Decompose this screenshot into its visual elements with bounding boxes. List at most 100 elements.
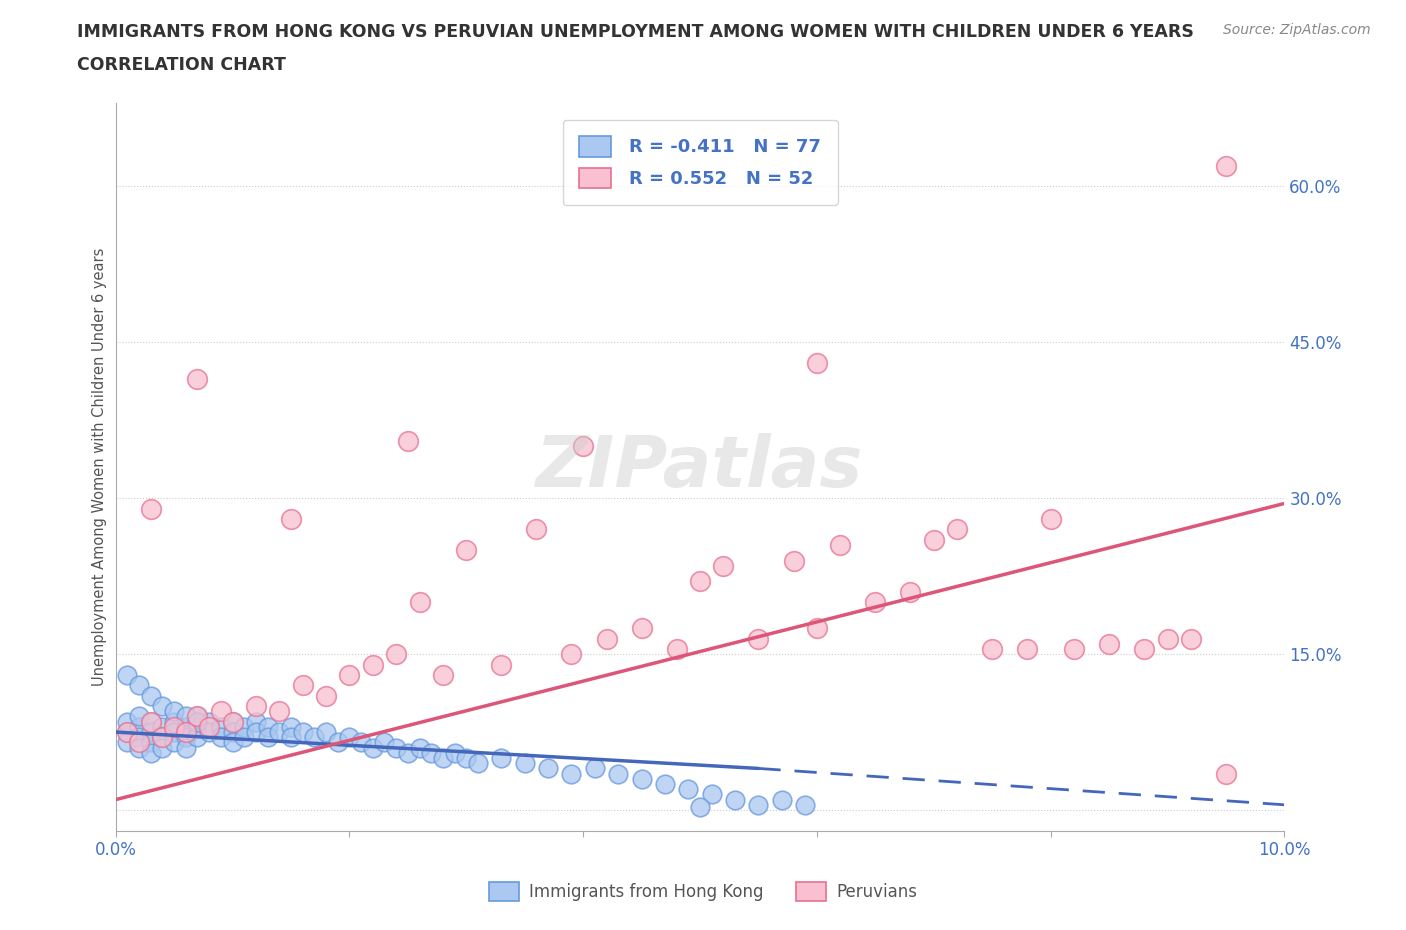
Point — [152, 720, 174, 735]
Point — [408, 740, 430, 755]
Point — [269, 704, 291, 719]
Point — [1098, 636, 1121, 651]
Point — [152, 730, 174, 745]
Point — [747, 631, 769, 646]
Point — [245, 698, 267, 713]
Point — [117, 668, 139, 683]
Point — [139, 688, 162, 703]
Point — [198, 724, 221, 739]
Point — [291, 724, 314, 739]
Point — [174, 720, 197, 735]
Point — [689, 800, 711, 815]
Point — [174, 740, 197, 755]
Point — [385, 646, 408, 661]
Point — [280, 512, 302, 526]
Point — [1063, 642, 1085, 657]
Text: CORRELATION CHART: CORRELATION CHART — [77, 56, 287, 73]
Point — [713, 558, 735, 573]
Point — [1215, 158, 1237, 173]
Point — [152, 740, 174, 755]
Point — [900, 584, 922, 599]
Point — [946, 522, 969, 537]
Point — [560, 646, 582, 661]
Point — [678, 782, 700, 797]
Point — [139, 735, 162, 750]
Point — [291, 678, 314, 693]
Point — [1039, 512, 1062, 526]
Point — [128, 735, 150, 750]
Point — [198, 720, 221, 735]
Point — [221, 724, 243, 739]
Point — [186, 371, 208, 386]
Point — [456, 751, 478, 765]
Point — [117, 724, 139, 739]
Point — [396, 433, 419, 448]
Point — [806, 355, 828, 370]
Point — [630, 771, 652, 786]
Point — [373, 735, 395, 750]
Point — [128, 720, 150, 735]
Text: Source: ZipAtlas.com: Source: ZipAtlas.com — [1223, 23, 1371, 37]
Point — [339, 668, 361, 683]
Point — [163, 720, 186, 735]
Point — [491, 751, 513, 765]
Point — [572, 439, 595, 454]
Point — [595, 631, 617, 646]
Point — [221, 714, 243, 729]
Point — [491, 658, 513, 672]
Point — [256, 720, 278, 735]
Point — [467, 756, 489, 771]
Point — [117, 735, 139, 750]
Point — [396, 746, 419, 761]
Point — [245, 714, 267, 729]
Point — [443, 746, 465, 761]
Point — [408, 594, 430, 609]
Legend: Immigrants from Hong Kong, Peruvians: Immigrants from Hong Kong, Peruvians — [482, 876, 924, 908]
Text: IMMIGRANTS FROM HONG KONG VS PERUVIAN UNEMPLOYMENT AMONG WOMEN WITH CHILDREN UND: IMMIGRANTS FROM HONG KONG VS PERUVIAN UN… — [77, 23, 1194, 41]
Point — [456, 543, 478, 558]
Point — [513, 756, 536, 771]
Point — [209, 704, 232, 719]
Point — [163, 714, 186, 729]
Point — [163, 724, 186, 739]
Point — [607, 766, 630, 781]
Point — [304, 730, 326, 745]
Point — [256, 730, 278, 745]
Point — [139, 714, 162, 729]
Point — [186, 709, 208, 724]
Point — [1215, 766, 1237, 781]
Point — [152, 730, 174, 745]
Point — [269, 724, 291, 739]
Point — [1017, 642, 1039, 657]
Point — [280, 720, 302, 735]
Point — [1156, 631, 1178, 646]
Point — [747, 797, 769, 812]
Point — [420, 746, 443, 761]
Point — [654, 777, 676, 791]
Point — [315, 688, 337, 703]
Point — [128, 730, 150, 745]
Point — [139, 501, 162, 516]
Point — [198, 714, 221, 729]
Point — [770, 792, 793, 807]
Point — [174, 709, 197, 724]
Point — [981, 642, 1004, 657]
Point — [209, 730, 232, 745]
Point — [922, 532, 945, 547]
Point — [1180, 631, 1202, 646]
Point — [233, 720, 256, 735]
Point — [163, 704, 186, 719]
Point — [221, 714, 243, 729]
Point — [186, 709, 208, 724]
Point — [280, 730, 302, 745]
Point — [560, 766, 582, 781]
Point — [186, 730, 208, 745]
Point — [1133, 642, 1156, 657]
Point — [794, 797, 817, 812]
Point — [432, 668, 454, 683]
Point — [865, 594, 887, 609]
Point — [209, 720, 232, 735]
Text: ZIPatlas: ZIPatlas — [536, 432, 863, 501]
Point — [385, 740, 408, 755]
Point — [233, 730, 256, 745]
